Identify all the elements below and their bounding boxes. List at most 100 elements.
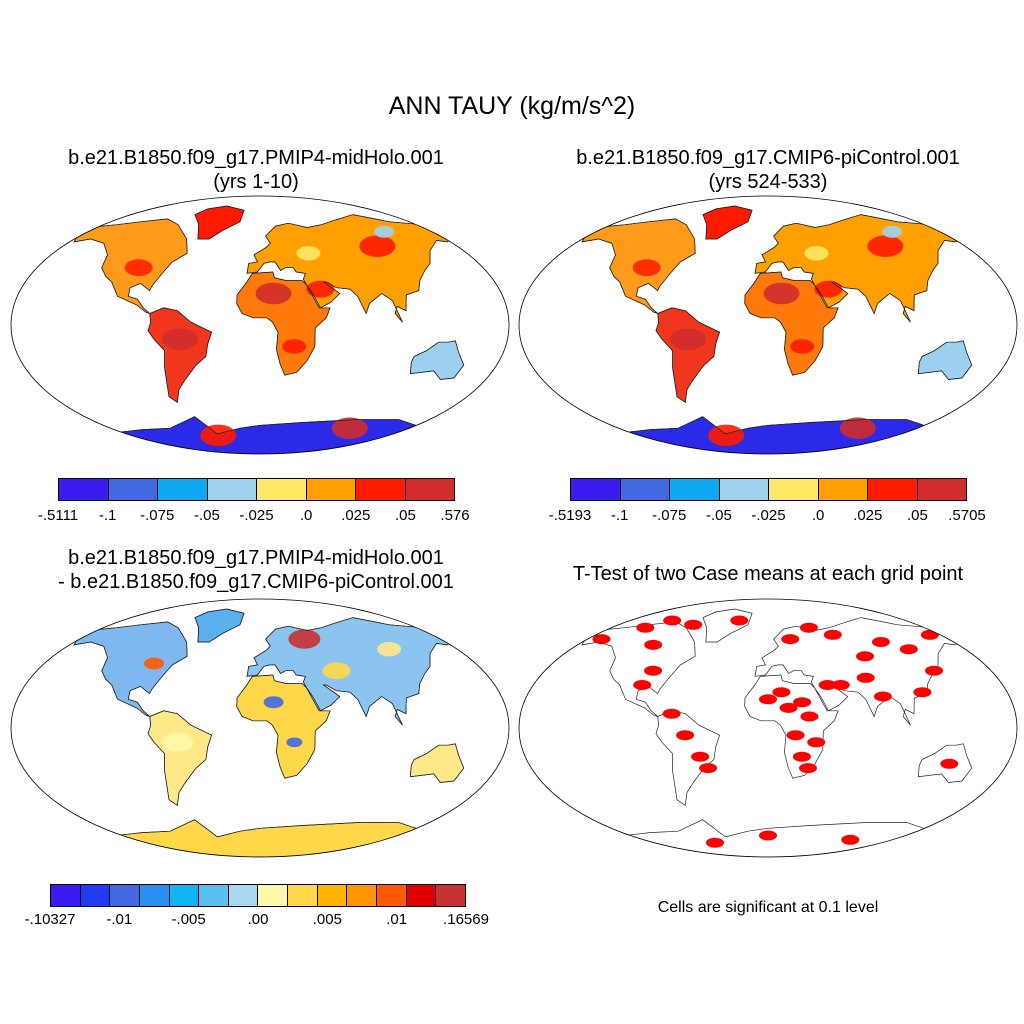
significant-cell [913,687,932,698]
colorbar-tick-label: -.075 [652,507,687,524]
shading-patch [882,225,903,238]
significant-cell [644,665,663,676]
colorbar-tick-label: .05 [906,507,928,524]
panel2-colorbar-labels: -.5193 -.1 -.075 -.05 -.025 .0 .025 .05 .5705 [549,507,986,527]
shading-patch [282,339,307,354]
colorbar-swatch [59,479,109,500]
significant-cell [781,634,800,645]
panel1-title-line2: (yrs 1-10) [213,171,299,193]
map-border [518,598,1018,858]
colorbar-tick-label: -.025 [751,507,786,524]
colorbar-tick-label: -.5193 [548,507,592,524]
significant-cell [699,763,718,774]
panel4-map [518,598,1018,858]
significant-cell [899,644,918,655]
colorbar-swatch [258,885,289,906]
shading-patch [790,339,815,354]
significant-cell [831,680,850,690]
colorbar-swatch [670,479,720,500]
colorbar-tick-label: .05 [394,507,416,524]
colorbar-tick-label: -.1 [610,507,629,524]
colorbar-swatch [51,885,81,906]
main-title: ANN TAUY (kg/m/s^2) [388,92,636,120]
colorbar-tick-label: -.05 [705,507,732,524]
shading-patch [162,328,199,351]
panel4-title: T-Test of two Case means at each grid po… [572,563,964,585]
shading-patch [804,246,829,261]
shading-patch [331,417,368,439]
colorbar-swatch [356,479,406,500]
colorbar-swatch [436,885,465,906]
significant-cell [691,751,710,762]
shading-patch [839,417,876,439]
significant-cell [759,830,777,841]
shading-patch [377,642,402,657]
shading-patch [288,629,321,649]
colorbar-swatch [377,885,407,906]
panel1-colorbar-labels: -.5111 -.1 -.075 -.05 -.025 .0 .025 .05 .576 [38,507,470,527]
panel2-title: b.e21.B1850.f09_g17.CMIP6-piControl.001 … [512,146,1024,194]
panel4-significance-note: Cells are significant at 0.1 level [657,899,879,916]
colorbar-swatch [406,885,437,906]
significant-cell [779,702,798,713]
shading-patch [708,424,745,447]
colorbar-tick-label: .5705 [948,507,986,524]
significant-cell [799,622,818,633]
shading-patch [359,235,396,257]
shading-patch [200,424,237,447]
shading-patch [670,328,707,351]
panel3-title-line1: b.e21.B1850.f09_g17.PMIP4-midHolo.001 [68,547,444,569]
significant-cell [823,629,842,640]
significant-cell [730,615,749,626]
significant-cell [676,730,695,741]
shading-patch [374,225,395,238]
panel3-colorbar-labels: -.10327 -.01 -.005 .00 .005 .01 .16569 [25,911,489,931]
colorbar-swatch [347,885,378,906]
map-border [518,195,1018,455]
colorbar-swatch [868,479,918,500]
panel3-title-line2: - b.e21.B1850.f09_g17.CMIP6-piControl.00… [58,571,454,593]
shading-patch [763,282,800,305]
colorbar-tick-label: -.05 [193,507,220,524]
colorbar-tick-label: -.025 [239,507,274,524]
panel2-colorbar [570,478,967,501]
shading-patch [306,280,335,298]
panel3-colorbar [50,884,466,907]
colorbar-tick-label: .0 [299,507,313,524]
continent-namerica [581,621,696,717]
colorbar-swatch [405,479,454,500]
colorbar-tick-label: -.5111 [37,507,79,524]
colorbar-swatch [108,479,158,500]
significant-cell [873,691,892,702]
shading-patch [144,657,164,670]
colorbar-tick-label: -.10327 [24,911,76,928]
colorbar-tick-label: .025 [341,507,371,524]
colorbar-tick-label: .01 [386,911,408,928]
significant-cell [799,763,817,774]
significant-cell [818,680,837,690]
shading-patch [322,662,351,680]
colorbar-tick-label: -.01 [106,911,133,928]
colorbar-swatch [719,479,769,500]
colorbar-swatch [199,885,229,906]
significant-cell [920,629,939,640]
colorbar-swatch [158,479,208,500]
panel3-map [10,598,510,858]
panel1-title: b.e21.B1850.f09_g17.PMIP4-midHolo.001 (y… [0,146,512,194]
significant-cell [662,708,681,719]
panel1-colorbar [58,478,455,501]
colorbar-tick-label: .16569 [443,911,489,928]
shading-patch [867,235,904,257]
significant-cell [871,637,890,647]
continent-samerica [655,710,721,807]
colorbar-swatch [769,479,819,500]
colorbar-tick-label: -.005 [171,911,206,928]
colorbar-swatch [620,479,670,500]
significant-cell [940,758,959,769]
shading-patch [161,732,194,752]
colorbar-swatch [110,885,140,906]
colorbar-swatch [288,885,318,906]
shading-patch [814,280,843,298]
colorbar-tick-label: .00 [247,911,269,928]
panel2-map [518,195,1018,455]
